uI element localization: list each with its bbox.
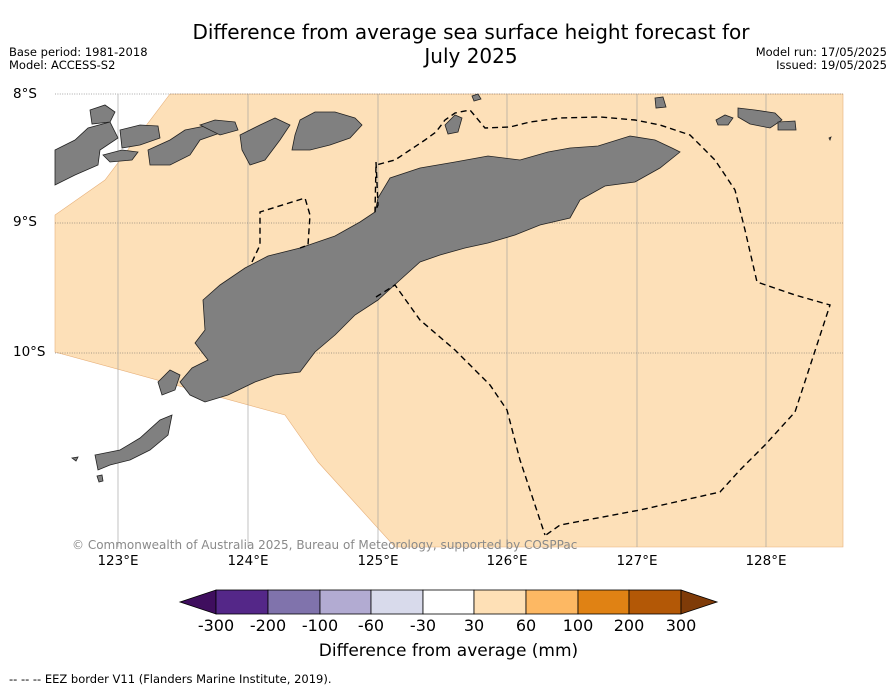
kisar-island — [444, 114, 463, 135]
colorbar-tick: -300 — [197, 616, 235, 635]
colorbar-tick: -200 — [249, 616, 287, 635]
colorbar-tick: 200 — [613, 616, 645, 635]
adonara-island — [119, 124, 161, 149]
colorbar-cell — [628, 589, 682, 615]
islet-east — [828, 136, 832, 142]
lon-label-127e: 127°E — [616, 553, 658, 569]
lon-label-128e: 128°E — [745, 553, 787, 569]
colorbar-extend-low — [178, 589, 217, 615]
lon-label-124e: 124°E — [227, 553, 269, 569]
colorbar-cell — [525, 589, 579, 615]
lembata-island — [89, 104, 116, 125]
colorbar-tick: 100 — [562, 616, 594, 635]
pantar-island — [147, 124, 221, 166]
timor-island — [179, 135, 681, 403]
lon-label-125e: 125°E — [357, 553, 399, 569]
colorbar-tick: -30 — [409, 616, 437, 635]
lon-label-123e: 123°E — [97, 553, 139, 569]
sermata-island — [715, 114, 734, 126]
babar-islet — [777, 120, 797, 131]
colorbar-tick: 30 — [463, 616, 485, 635]
lat-label-10s: 10°S — [13, 344, 46, 360]
colorbar-cell — [215, 589, 269, 615]
lat-label-8s: 8°S — [13, 86, 37, 102]
flores-island — [54, 121, 119, 186]
colorbar-cell — [422, 589, 475, 615]
colorbar-cell — [577, 589, 630, 615]
colorbar-cell — [267, 589, 321, 615]
atauro-island — [291, 111, 363, 151]
leti-island — [471, 93, 482, 102]
run-info: Model run: 17/05/2025 Issued: 19/05/2025 — [756, 46, 887, 72]
lat-label-9s: 9°S — [13, 214, 37, 230]
lon-label-126e: 126°E — [486, 553, 528, 569]
roti-island — [157, 369, 181, 396]
colorbar-tick: 60 — [515, 616, 537, 635]
eez-border-north — [374, 109, 831, 536]
sawu-islet — [96, 474, 104, 483]
colorbar-tick: 300 — [665, 616, 697, 635]
colorbar-cell — [370, 589, 424, 615]
anomaly-area — [54, 93, 844, 548]
wetar-island — [239, 117, 291, 166]
solor-island — [102, 149, 139, 163]
base-info: Base period: 1981-2018 Model: ACCESS-S2 — [9, 46, 148, 72]
title-line-1: Difference from average sea surface heig… — [192, 20, 750, 44]
base-period: Base period: 1981-2018 — [9, 45, 148, 59]
sawu-island — [94, 414, 173, 471]
colorbar-tick: -100 — [301, 616, 339, 635]
colorbar-cell — [473, 589, 527, 615]
eez-border-south — [375, 284, 546, 536]
colorbar — [178, 589, 719, 615]
colorbar-label: Difference from average (mm) — [318, 641, 579, 661]
model-run: Model run: 17/05/2025 — [755, 45, 887, 59]
copyright-notice: © Commonwealth of Australia 2025, Bureau… — [72, 538, 578, 552]
map-title: Difference from average sea surface heig… — [140, 20, 802, 68]
alor-island — [198, 119, 239, 136]
moa-island — [654, 96, 667, 109]
issued-date: Issued: 19/05/2025 — [776, 58, 887, 72]
raijua-island — [71, 456, 79, 462]
model-name: Model: ACCESS-S2 — [9, 58, 116, 72]
colorbar-cell — [319, 589, 372, 615]
colorbar-extend-high — [680, 589, 719, 615]
babar-island — [737, 107, 783, 129]
colorbar-tick: -60 — [357, 616, 385, 635]
eez-legend-note: -- -- -- EEZ border V11 (Flanders Marine… — [9, 672, 332, 686]
title-line-2: July 2025 — [424, 44, 518, 68]
